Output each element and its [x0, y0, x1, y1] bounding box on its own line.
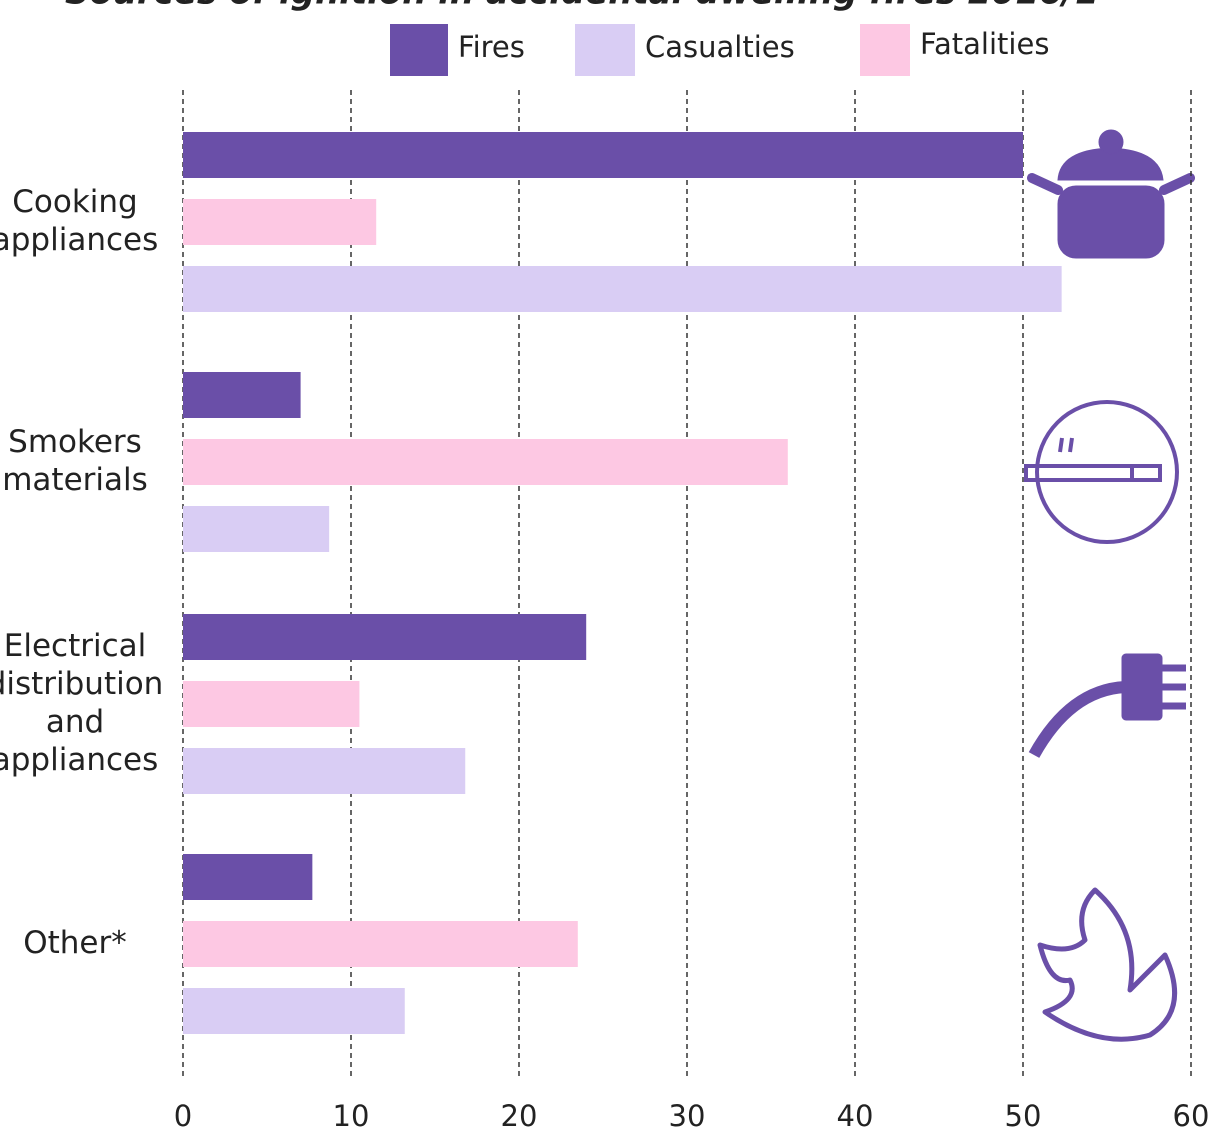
icons — [1024, 129, 1195, 1042]
x-tick-label: 60 — [1173, 1099, 1210, 1132]
x-tick-label: 0 — [174, 1099, 192, 1132]
bar — [183, 921, 578, 967]
legend-swatch — [390, 24, 448, 76]
bar — [183, 506, 330, 552]
cigarette-icon — [1024, 400, 1179, 544]
category-label: Cooking appliances — [0, 184, 158, 258]
bar — [183, 439, 788, 485]
legend-label: Fatalities — [920, 27, 1049, 61]
legend-label: Fires — [458, 30, 525, 64]
category-label: Other* — [23, 925, 127, 961]
bar — [183, 748, 466, 794]
flame-icon — [1037, 887, 1178, 1042]
bar — [183, 614, 587, 660]
legend-swatch — [860, 24, 910, 76]
x-tick-label: 10 — [333, 1099, 370, 1132]
bar — [183, 199, 377, 245]
legend-label: Casualties — [645, 30, 795, 64]
plug-icon — [1028, 653, 1186, 758]
x-tick-label: 40 — [837, 1099, 874, 1132]
bar — [183, 372, 301, 418]
category-label: Electrical distribution and appliances — [0, 628, 163, 778]
bar — [183, 132, 1023, 178]
x-tick-label: 50 — [1005, 1099, 1042, 1132]
bar — [183, 988, 405, 1034]
pot-icon — [1027, 129, 1195, 259]
bar — [183, 854, 313, 900]
x-tick-label: 30 — [669, 1099, 706, 1132]
bar — [183, 681, 360, 727]
x-tick-label: 20 — [501, 1099, 538, 1132]
legend-swatch — [575, 24, 635, 76]
chart-title: Sources of ignition in accidental dwelli… — [65, 0, 1099, 13]
bar — [183, 266, 1062, 312]
category-label: Smokers materials — [2, 424, 148, 498]
